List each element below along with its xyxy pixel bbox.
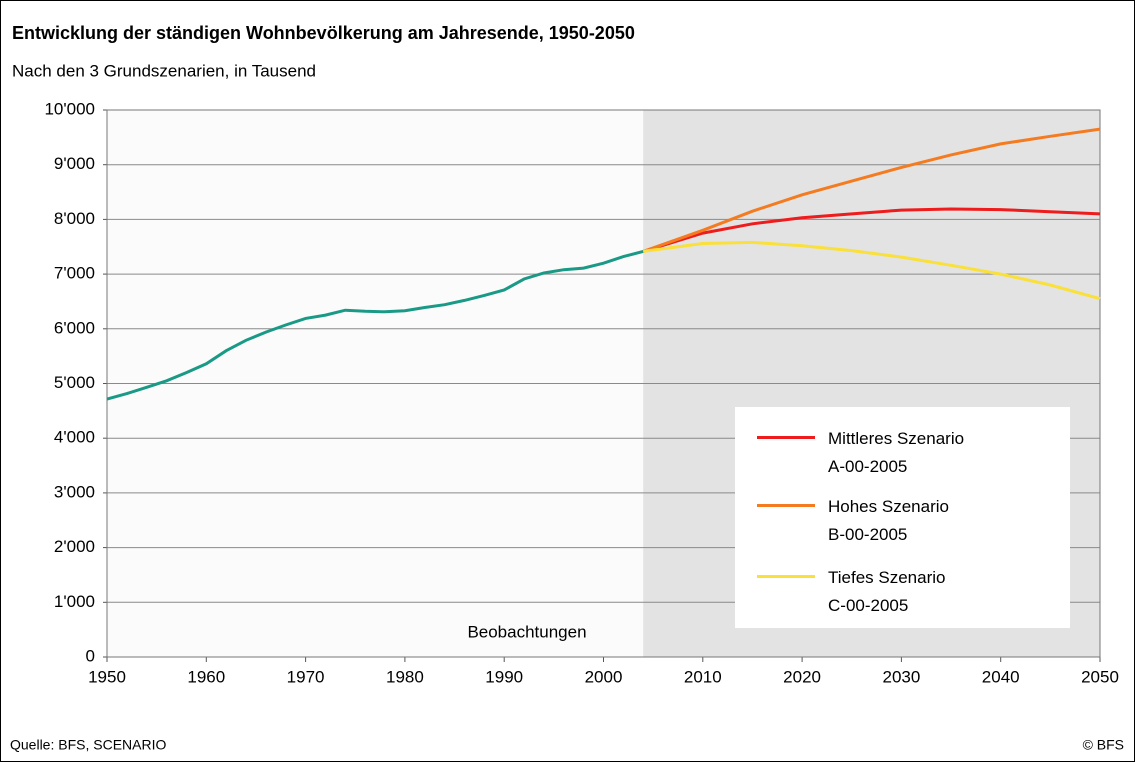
x-tick-label: 1980 [386,667,424,686]
x-tick-label: 2020 [783,667,821,686]
plot-frame [106,109,1101,658]
legend-swatch [757,436,815,439]
x-tick-label: 2040 [982,667,1020,686]
legend-label: Hohes Szenario B-00-2005 [828,497,949,544]
x-tick-label: 2000 [585,667,623,686]
line [643,240,1101,301]
y-tick-label: 0 [86,646,95,665]
legend-swatch [757,504,815,507]
legend-swatch [757,575,815,578]
x-tick-label: 2050 [1081,667,1119,686]
x-tick-label: 1990 [485,667,523,686]
y-tick-label: 1'000 [54,592,95,611]
legend-entry: Tiefes Szenario C-00-2005 [757,564,945,620]
copyright: © BFS [1083,737,1124,753]
line [642,127,1101,253]
legend-entry: Mittleres Szenario A-00-2005 [757,425,964,481]
annotation: Beobachtungen [467,622,586,641]
line [642,207,1101,253]
y-tick-label: 10'000 [44,99,95,118]
chart-subtitle: Nach den 3 Grundszenarien, in Tausend [12,61,316,80]
x-tick-label: 1970 [287,667,325,686]
legend-label: Tiefes Szenario C-00-2005 [828,568,946,615]
y-tick-label: 7'000 [54,264,95,283]
source: Quelle: BFS, SCENARIO [10,737,166,753]
x-tick-label: 1960 [187,667,225,686]
y-tick-label: 8'000 [54,209,95,228]
line [106,249,644,401]
y-tick-label: 5'000 [54,373,95,392]
y-tick-label: 3'000 [54,482,95,501]
y-tick-label: 4'000 [54,428,95,447]
legend: Mittleres Szenario A-00-2005 Hohes Szenar… [735,407,1070,628]
chart-title: Entwicklung der ständigen Wohnbevölkerun… [12,23,635,43]
x-tick-label: 2030 [882,667,920,686]
y-tick-label: 2'000 [54,537,95,556]
x-tick-label: 1950 [88,667,126,686]
legend-entry: Hohes Szenario B-00-2005 [757,493,949,549]
y-tick-label: 9'000 [54,154,95,173]
legend-label: Mittleres Szenario A-00-2005 [828,429,965,476]
y-tick-label: 6'000 [54,318,95,337]
x-tick-label: 2010 [684,667,722,686]
